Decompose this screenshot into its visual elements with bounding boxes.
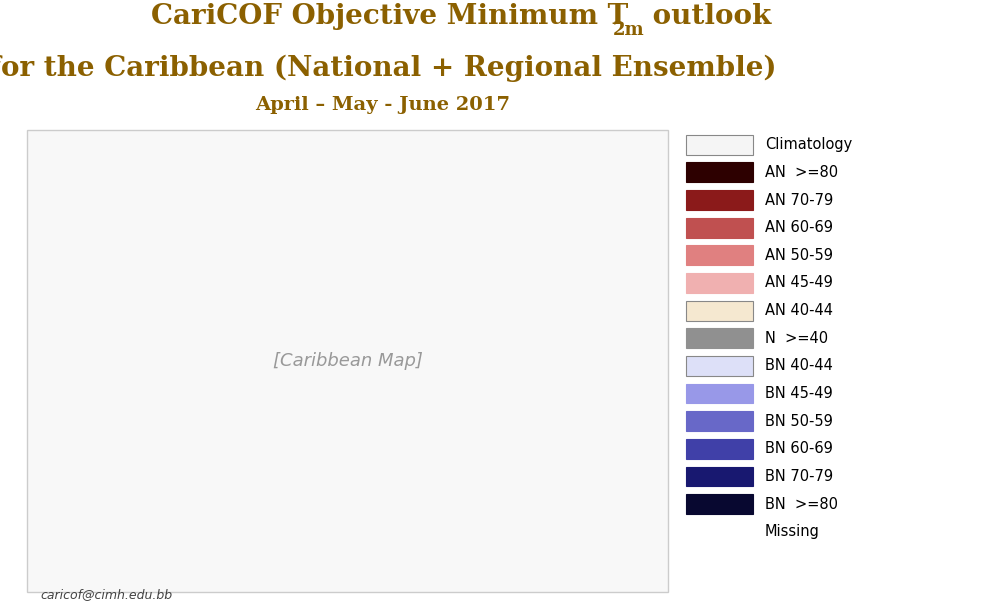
Text: AN 50-59: AN 50-59 xyxy=(765,248,833,263)
Text: N  >=40: N >=40 xyxy=(765,330,829,346)
Bar xyxy=(686,411,753,431)
Text: BN 70-79: BN 70-79 xyxy=(765,469,834,484)
Text: [Caribbean Map]: [Caribbean Map] xyxy=(273,352,422,370)
Bar xyxy=(686,494,753,514)
Text: for the Caribbean (National + Regional Ensemble): for the Caribbean (National + Regional E… xyxy=(0,55,777,83)
Text: April – May - June 2017: April – May - June 2017 xyxy=(256,96,510,114)
Text: AN 70-79: AN 70-79 xyxy=(765,193,834,207)
Bar xyxy=(686,162,753,182)
Bar xyxy=(686,273,753,293)
Text: 2m: 2m xyxy=(613,21,644,40)
Text: AN 45-49: AN 45-49 xyxy=(765,275,833,291)
Text: outlook: outlook xyxy=(643,4,771,31)
Text: AN 40-44: AN 40-44 xyxy=(765,303,833,318)
Bar xyxy=(686,300,753,321)
Text: caricof@cimh.edu.bb: caricof@cimh.edu.bb xyxy=(40,588,172,601)
Text: BN 60-69: BN 60-69 xyxy=(765,441,833,457)
Bar xyxy=(686,190,753,210)
Text: CariCOF Objective Minimum T: CariCOF Objective Minimum T xyxy=(151,4,628,31)
Text: BN  >=80: BN >=80 xyxy=(765,496,838,512)
Bar xyxy=(686,439,753,459)
Bar xyxy=(686,245,753,265)
Text: Missing: Missing xyxy=(765,524,820,539)
Bar xyxy=(686,218,753,237)
Text: AN  >=80: AN >=80 xyxy=(765,165,839,180)
Text: Climatology: Climatology xyxy=(765,137,853,152)
Text: BN 40-44: BN 40-44 xyxy=(765,359,833,373)
Text: BN 45-49: BN 45-49 xyxy=(765,386,833,401)
Bar xyxy=(686,384,753,403)
Text: BN 50-59: BN 50-59 xyxy=(765,414,833,428)
Bar xyxy=(686,135,753,155)
Bar xyxy=(686,328,753,348)
Text: AN 60-69: AN 60-69 xyxy=(765,220,833,235)
Bar xyxy=(686,356,753,376)
Bar xyxy=(686,466,753,487)
